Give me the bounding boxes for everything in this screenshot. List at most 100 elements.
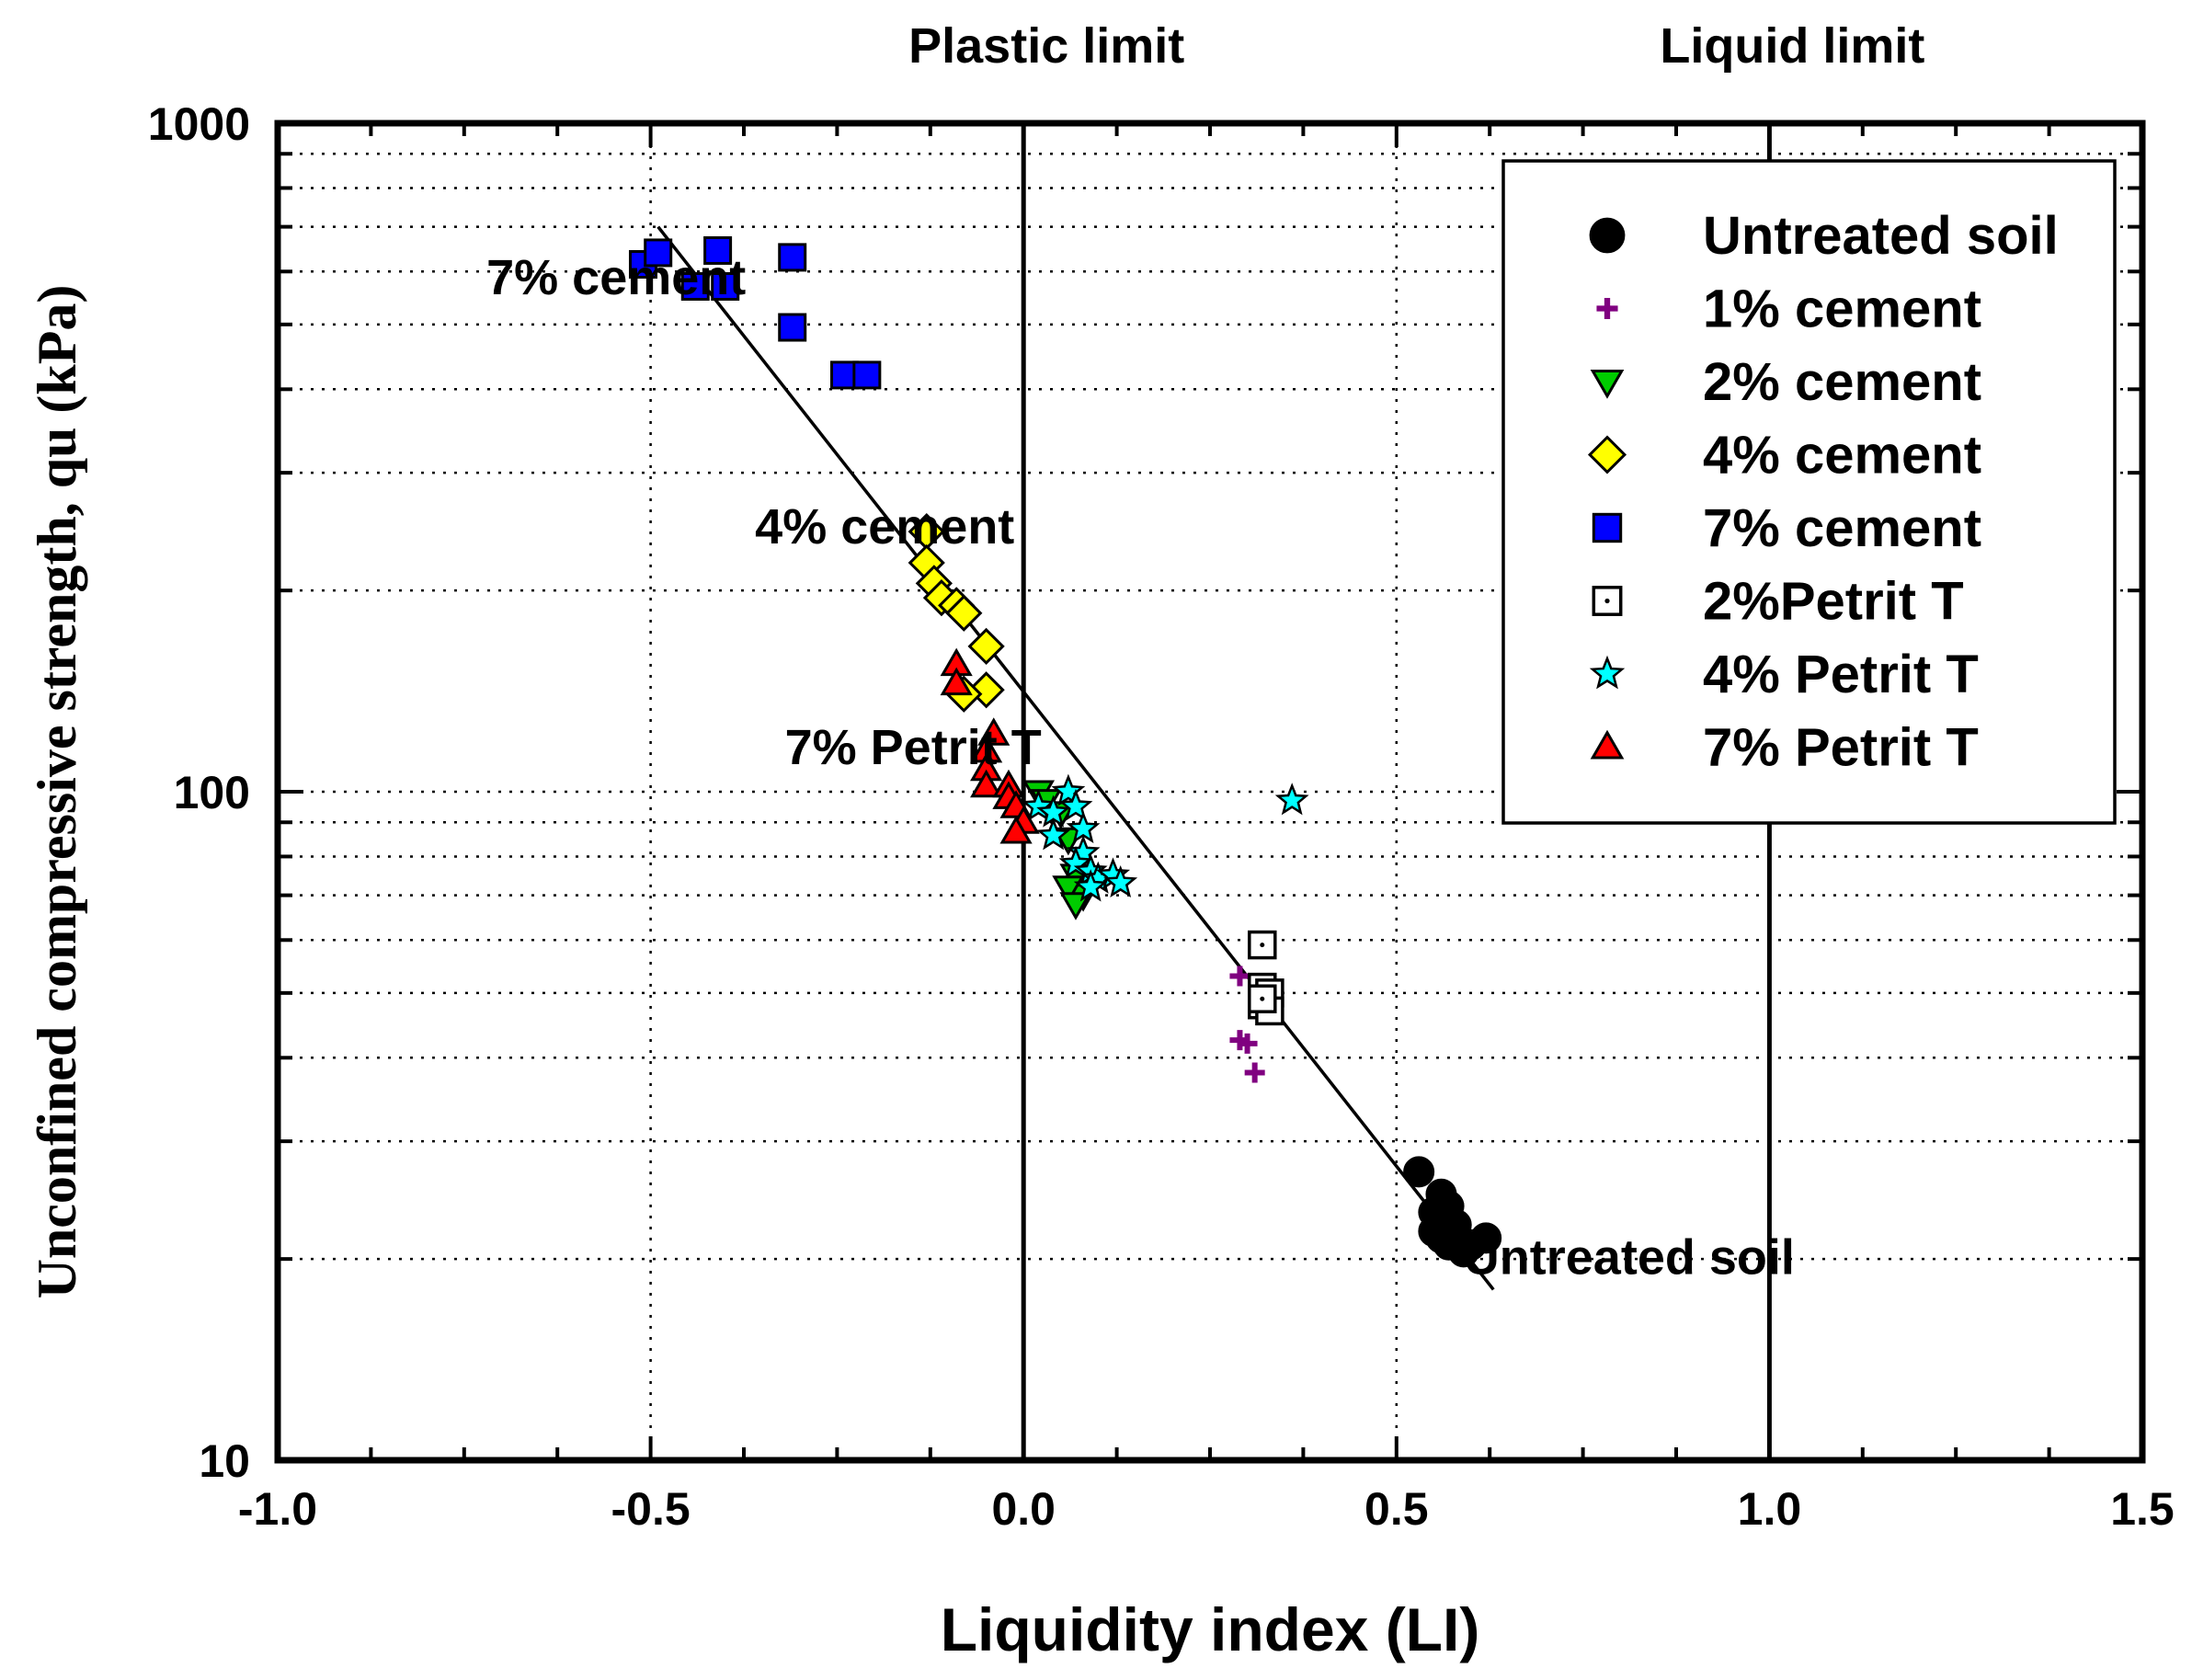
reference-line-label: Liquid limit bbox=[1660, 18, 1924, 74]
y-tick-label: 100 bbox=[174, 767, 250, 818]
marker-1pct-cement bbox=[1229, 966, 1250, 987]
marker-2pct-cement bbox=[1052, 875, 1085, 904]
legend-marker-7pct-cement-shape bbox=[1592, 512, 1623, 543]
x-tick-label: 0.0 bbox=[991, 1483, 1056, 1535]
x-tick-label: 0.5 bbox=[1364, 1483, 1429, 1535]
legend-label: 2% cement bbox=[1703, 352, 1981, 412]
axes: -1.0 -0.5 0.0 0.5 1.0 1.5 10 100 1000 Liquidity i… bbox=[27, 98, 2175, 1663]
legend-marker-4pct-cement bbox=[1587, 435, 1627, 474]
marker-4pct-cement-shape bbox=[945, 594, 983, 632]
legend: Untreated soil 1% cement 2% cement 4% cemen… bbox=[1501, 159, 2117, 825]
legend-marker-1pct-cement-shape bbox=[1596, 297, 1618, 320]
marker-7pct-cement-shape bbox=[852, 360, 882, 390]
marker-7pct-cement-shape bbox=[778, 243, 807, 272]
marker-4pct-petrit-t-shape bbox=[1274, 783, 1309, 816]
marker-7pct-cement-shape bbox=[644, 238, 673, 268]
annotation-label: 7% Petrit T bbox=[785, 720, 1042, 775]
marker-7pct-cement bbox=[711, 271, 740, 301]
legend-marker-2pctpetrit-t-shape bbox=[1592, 586, 1623, 616]
marker-2pctpetrit-t-dot bbox=[1260, 943, 1265, 948]
marker-2pct-cement-shape bbox=[1052, 875, 1085, 904]
legend-label: 4% Petrit T bbox=[1703, 645, 1979, 704]
marker-2pctpetrit-t bbox=[1248, 984, 1277, 1013]
legend-box bbox=[1501, 159, 2117, 825]
marker-untreated-soil-shape bbox=[1403, 1156, 1435, 1188]
legend-marker-7pct-cement bbox=[1592, 512, 1623, 543]
legend-marker-1pct-cement bbox=[1596, 297, 1618, 320]
reference-lines: Plastic limit Liquid limit bbox=[908, 18, 1924, 1460]
legend-marker-untreated-soil-shape bbox=[1589, 217, 1626, 254]
marker-7pct-petrit-t bbox=[940, 667, 973, 696]
marker-4pct-petrit-t bbox=[1073, 869, 1108, 902]
marker-7pct-petrit-t-shape bbox=[940, 667, 973, 696]
marker-7pct-cement-shape bbox=[778, 313, 807, 342]
legend-label: 7% cement bbox=[1703, 498, 1981, 558]
legend-marker-2pct-cement-shape bbox=[1590, 369, 1625, 399]
marker-4pct-petrit-t-shape bbox=[1073, 869, 1108, 902]
legend-label: 4% cement bbox=[1703, 426, 1981, 486]
annotation-label: 7% cement bbox=[486, 250, 746, 305]
marker-4pct-petrit-t bbox=[1021, 788, 1056, 821]
marker-2pctpetrit-t bbox=[1248, 930, 1277, 960]
legend-marker-7pct-petrit-t-shape bbox=[1590, 729, 1625, 760]
y-tick-label: 1000 bbox=[148, 98, 250, 150]
legend-marker-4pct-petrit-t-shape bbox=[1589, 655, 1626, 690]
marker-2pctpetrit-t-dot bbox=[1260, 996, 1265, 1001]
marker-1pct-cement-shape bbox=[1229, 1030, 1250, 1051]
legend-marker-2pctpetrit-t-dot bbox=[1604, 598, 1610, 604]
marker-4pct-petrit-t bbox=[1274, 783, 1309, 816]
legend-label: 2%Petrit T bbox=[1703, 572, 1964, 632]
marker-4pct-petrit-t bbox=[1058, 845, 1093, 879]
marker-4pct-cement bbox=[945, 594, 983, 632]
marker-7pct-petrit-t-shape bbox=[999, 815, 1033, 844]
marker-4pct-petrit-t-shape bbox=[1058, 845, 1093, 879]
marker-4pct-petrit-t bbox=[1036, 817, 1071, 851]
marker-4pct-petrit-t-shape bbox=[1103, 865, 1138, 898]
marker-7pct-cement bbox=[778, 243, 807, 272]
grid-lines bbox=[278, 123, 2142, 1460]
marker-1pct-cement bbox=[1229, 1030, 1250, 1051]
marker-untreated-soil bbox=[1440, 1222, 1472, 1254]
marker-7pct-cement-shape bbox=[711, 271, 740, 301]
marker-7pct-cement bbox=[852, 360, 882, 390]
legend-marker-untreated-soil bbox=[1589, 217, 1626, 254]
marker-4pct-cement-shape bbox=[967, 627, 1005, 666]
legend-label: 1% cement bbox=[1703, 280, 1981, 339]
legend-label: Untreated soil bbox=[1703, 206, 2059, 266]
marker-4pct-cement bbox=[967, 627, 1005, 666]
marker-untreated-soil-shape bbox=[1440, 1222, 1472, 1254]
marker-7pct-petrit-t-shape bbox=[970, 769, 1003, 798]
marker-7pct-cement bbox=[680, 271, 710, 301]
y-tick-label: 10 bbox=[199, 1435, 250, 1487]
trend-line bbox=[656, 225, 1495, 1291]
legend-marker-7pct-petrit-t bbox=[1590, 729, 1625, 760]
annotations: 7% cement 4% cement 7% Petrit T Untreated s… bbox=[486, 250, 1795, 1285]
marker-7pct-cement bbox=[644, 238, 673, 268]
marker-4pct-petrit-t bbox=[1051, 773, 1086, 806]
x-tick-label: 1.0 bbox=[1738, 1483, 1802, 1535]
marker-untreated-soil bbox=[1403, 1156, 1435, 1188]
legend-label: 7% Petrit T bbox=[1703, 718, 1979, 778]
x-tick-label: 1.5 bbox=[2110, 1483, 2175, 1535]
marker-7pct-cement-shape bbox=[703, 235, 733, 265]
legend-marker-4pct-petrit-t bbox=[1589, 655, 1626, 690]
annotation-label: 4% cement bbox=[755, 499, 1014, 554]
annotation-label: Untreated soil bbox=[1464, 1229, 1795, 1285]
reference-line-label: Plastic limit bbox=[908, 18, 1184, 74]
trend-line-group bbox=[656, 225, 1495, 1291]
marker-4pct-petrit-t bbox=[1058, 788, 1093, 821]
legend-marker-4pct-cement-shape bbox=[1587, 435, 1627, 474]
marker-4pct-petrit-t bbox=[1103, 865, 1138, 898]
y-axis-title: Unconfined compressive strength, qu (kPa… bbox=[27, 285, 87, 1299]
marker-7pct-cement bbox=[778, 313, 807, 342]
marker-1pct-cement-shape bbox=[1244, 1062, 1265, 1083]
marker-7pct-cement bbox=[703, 235, 733, 265]
marker-7pct-petrit-t bbox=[999, 815, 1033, 844]
legend-marker-2pctpetrit-t bbox=[1592, 586, 1623, 616]
marker-4pct-petrit-t-shape bbox=[1036, 817, 1071, 851]
marker-1pct-cement-shape bbox=[1229, 966, 1250, 987]
marker-4pct-petrit-t-shape bbox=[1058, 788, 1093, 821]
data-markers bbox=[628, 235, 1502, 1268]
marker-4pct-petrit-t-shape bbox=[1021, 788, 1056, 821]
